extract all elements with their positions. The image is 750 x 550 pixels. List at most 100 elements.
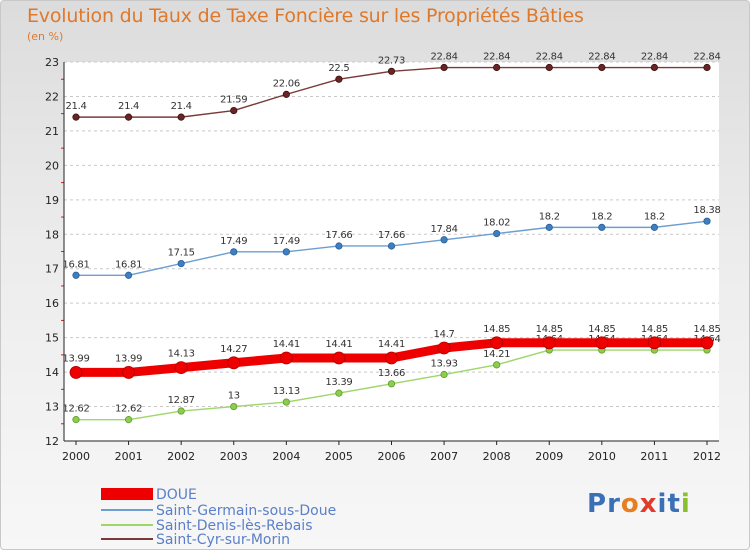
data-point: [387, 242, 396, 250]
data-label: 18.2: [644, 211, 665, 222]
data-point: [230, 106, 238, 115]
data-label: 17.66: [378, 230, 405, 241]
data-label: 14.85: [693, 324, 720, 335]
data-point: [387, 380, 396, 388]
data-point: [335, 75, 343, 83]
data-label: 22.06: [273, 78, 300, 89]
y-tick-label: 13: [45, 401, 59, 414]
proxiti-logo: Proxiti: [587, 489, 691, 519]
x-tick-label: 2012: [693, 450, 721, 463]
data-point: [72, 271, 80, 279]
logo-letter: r: [607, 489, 621, 519]
y-tick-label: 23: [45, 56, 59, 69]
y-tick-label: 16: [45, 297, 59, 310]
y-tick-label: 14: [45, 366, 59, 379]
data-label: 21.4: [118, 101, 139, 112]
data-label: 17.15: [168, 248, 195, 259]
data-label: 13.13: [273, 386, 300, 397]
data-label: 12.62: [62, 404, 89, 415]
y-tick-label: 21: [45, 125, 59, 138]
y-tick-label: 20: [45, 159, 59, 172]
y-tick-label: 22: [45, 90, 59, 103]
y-tick-label: 19: [45, 194, 59, 207]
data-label: 14.41: [325, 339, 352, 350]
legend-swatch: [101, 488, 153, 500]
data-label: 18.02: [483, 218, 510, 229]
data-point: [72, 113, 80, 121]
data-label: 21.4: [65, 101, 86, 112]
data-point: [124, 113, 133, 121]
legend-label: Saint-Cyr-sur-Morin: [156, 532, 290, 548]
x-tick-label: 2001: [115, 450, 143, 463]
data-point: [440, 236, 448, 244]
data-point: [648, 336, 661, 350]
data-label: 14.27: [220, 344, 247, 355]
data-label: 14.13: [168, 349, 195, 360]
data-label: 14.85: [536, 324, 563, 335]
data-label: 22.84: [483, 52, 510, 63]
logo-letter: t: [667, 489, 681, 519]
data-point: [493, 229, 501, 238]
plot-area: [64, 62, 719, 441]
data-point: [332, 351, 346, 365]
data-point: [490, 336, 504, 350]
data-label: 18.38: [693, 205, 720, 216]
data-point: [440, 63, 448, 72]
data-point: [493, 63, 501, 72]
logo-letter: o: [620, 489, 640, 519]
data-label: 22.5: [328, 63, 349, 74]
data-label: 14.85: [483, 324, 510, 335]
data-label: 22.84: [693, 52, 720, 63]
data-point: [174, 361, 188, 375]
data-label: 13.39: [325, 377, 352, 388]
data-label: 13.93: [431, 359, 458, 370]
data-point: [227, 356, 241, 370]
x-tick-label: 2003: [220, 450, 248, 463]
y-axis-unit: (en %): [27, 30, 64, 43]
data-label: 13.99: [115, 353, 142, 364]
legend-label: DOUE: [156, 487, 197, 503]
data-point: [595, 336, 609, 350]
x-tick-label: 2011: [640, 450, 668, 463]
data-point: [385, 351, 398, 365]
data-label: 17.66: [325, 230, 352, 241]
chart-title: Evolution du Taux de Taxe Foncière sur l…: [27, 5, 584, 27]
data-point: [177, 407, 185, 415]
data-point: [387, 67, 396, 75]
data-label: 17.84: [431, 224, 458, 235]
data-label: 13: [228, 391, 240, 402]
data-point: [279, 351, 293, 365]
data-label: 22.73: [378, 55, 405, 66]
data-label: 17.49: [273, 236, 300, 247]
data-point: [122, 366, 135, 379]
data-point: [230, 248, 238, 256]
data-point: [703, 217, 711, 225]
data-label: 22.84: [431, 52, 458, 63]
y-tick-label: 15: [45, 332, 59, 345]
legend-label: Saint-Denis-lès-Rebais: [156, 518, 312, 534]
data-label: 21.4: [171, 101, 192, 112]
x-tick-label: 2002: [167, 450, 195, 463]
logo-letter: x: [639, 489, 658, 519]
data-point: [177, 113, 185, 121]
x-tick-label: 2005: [325, 450, 353, 463]
data-point: [69, 366, 83, 379]
data-point: [545, 63, 553, 72]
legend-label: Saint-Germain-sous-Doue: [156, 503, 336, 519]
x-tick-label: 2008: [483, 450, 511, 463]
x-tick-label: 2007: [430, 450, 458, 463]
data-point: [598, 223, 606, 231]
data-label: 22.84: [641, 52, 668, 63]
x-tick-label: 2009: [535, 450, 563, 463]
data-point: [493, 361, 501, 369]
y-tick-label: 17: [45, 263, 59, 276]
data-point: [335, 389, 343, 397]
data-point: [440, 370, 448, 379]
data-point: [335, 242, 343, 250]
data-label: 13.66: [378, 368, 405, 379]
data-label: 12.87: [168, 395, 195, 406]
data-point: [124, 416, 133, 424]
data-point: [598, 63, 606, 72]
data-point: [177, 259, 185, 268]
